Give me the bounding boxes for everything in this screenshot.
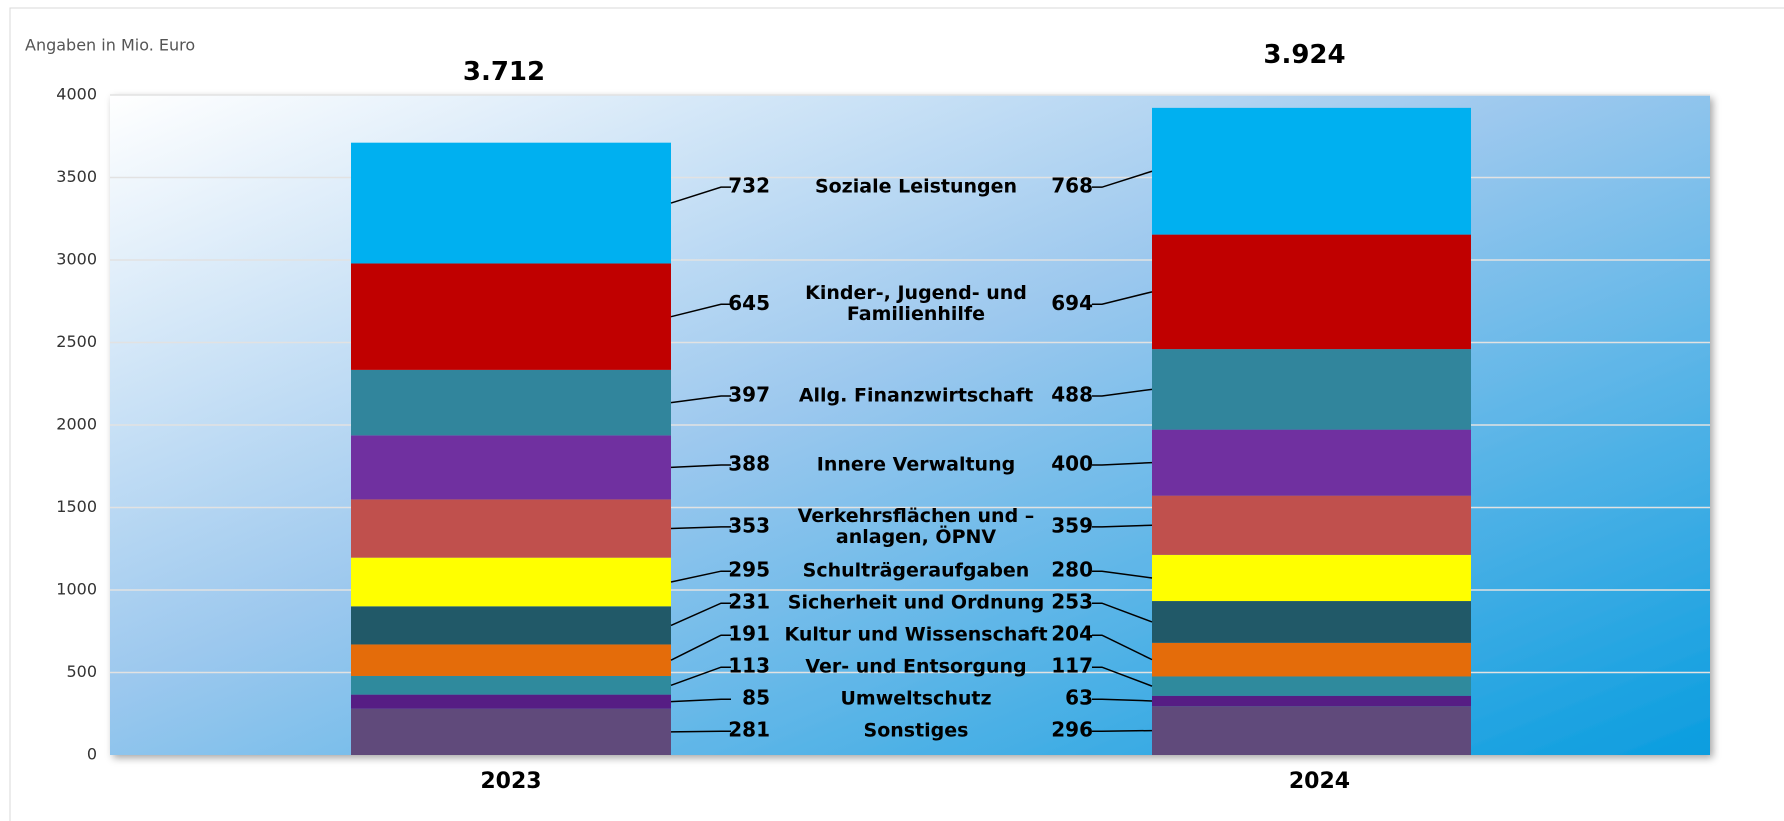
y-tick-label: 4000 [56, 85, 97, 104]
series-label: Sonstiges [863, 719, 969, 742]
bar-segment [351, 435, 671, 500]
bar-segment [1152, 554, 1471, 602]
bar-segment [351, 694, 671, 709]
bar-segment [351, 557, 671, 607]
bar-segment [1152, 642, 1471, 677]
bar-segment [351, 675, 671, 695]
bar-segment [1152, 495, 1471, 555]
bar-segment [351, 606, 671, 645]
y-tick-label: 3500 [56, 167, 97, 186]
leader-line [1092, 524, 1153, 528]
leader-line [1092, 698, 1153, 702]
value-label: 231 [728, 590, 770, 614]
value-label: 353 [728, 513, 770, 537]
bar-segment [1152, 234, 1471, 350]
series-label: Kultur und Wissenschaft [784, 623, 1048, 646]
value-label: 117 [1051, 654, 1093, 678]
bar-segment [1152, 706, 1471, 755]
value-label: 191 [728, 622, 770, 646]
leader-line [670, 303, 731, 318]
y-tick-label: 2500 [56, 332, 97, 351]
leader-line [670, 570, 731, 583]
value-label: 732 [728, 174, 770, 198]
value-label: 296 [1051, 718, 1093, 742]
leader-line [1092, 170, 1153, 188]
bar-segment [351, 369, 671, 436]
y-tick-label: 0 [87, 745, 97, 764]
value-label: 113 [728, 654, 770, 678]
leader-line [670, 602, 731, 627]
leader-line [670, 634, 731, 661]
leader-line [1092, 570, 1153, 579]
leader-line [1092, 602, 1153, 623]
leader-line [670, 395, 731, 404]
value-label: 359 [1051, 513, 1093, 537]
total-label: 3.712 [463, 57, 545, 87]
value-label: 280 [1051, 558, 1093, 582]
leader-line [670, 698, 731, 703]
value-label: 63 [1065, 686, 1093, 710]
value-label: 85 [742, 686, 770, 710]
leader-line [670, 526, 731, 530]
bar-segment [1152, 107, 1471, 235]
value-label: 397 [728, 383, 770, 407]
series-label: Soziale Leistungen [814, 175, 1018, 198]
value-label: 281 [728, 718, 770, 742]
value-label: 768 [1051, 174, 1093, 198]
y-tick-label: 1000 [56, 580, 97, 599]
series-label: Kinder-, Jugend- und Familienhilfe [805, 282, 1027, 326]
series-label: Ver- und Entsorgung [805, 655, 1027, 678]
series-label: Umweltschutz [840, 687, 992, 710]
series-label: Innere Verwaltung [816, 453, 1016, 476]
bar-segment [1152, 429, 1471, 496]
value-label: 694 [1051, 291, 1093, 315]
bar-segment [1152, 601, 1471, 643]
value-label: 295 [728, 558, 770, 582]
axis-title: Angaben in Mio. Euro [25, 36, 195, 55]
leader-line [670, 186, 731, 204]
y-tick-label: 3000 [56, 250, 97, 269]
y-tick-label: 1500 [56, 497, 97, 516]
leader-line [1092, 461, 1153, 466]
bar-segment [351, 142, 671, 264]
bar-segment [351, 708, 671, 755]
total-label: 3.924 [1263, 40, 1345, 70]
y-tick-label: 2000 [56, 415, 97, 434]
series-label: Sicherheit und Ordnung [787, 591, 1045, 614]
value-label: 645 [728, 291, 770, 315]
bar-segment [351, 644, 671, 676]
series-label: Allg. Finanzwirtschaft [798, 384, 1034, 407]
bar-segment [1152, 349, 1471, 430]
leader-line [1092, 388, 1153, 397]
frame [9, 7, 1784, 821]
value-label: 488 [1051, 383, 1093, 407]
x-tick-label: 2023 [480, 769, 541, 794]
leader-line [1092, 729, 1153, 732]
leader-line [1092, 666, 1153, 687]
bar-segment [351, 263, 671, 370]
bar-segment [351, 499, 671, 558]
y-tick-label: 500 [66, 662, 97, 681]
series-label: Verkehrsflächen und – anlagen, ÖPNV [797, 504, 1035, 548]
leader-line [1092, 634, 1153, 661]
value-label: 204 [1051, 622, 1093, 646]
leader-line [670, 464, 731, 469]
leader-line [670, 666, 731, 686]
bar-segment [1152, 695, 1471, 707]
value-label: 400 [1051, 452, 1093, 476]
x-tick-label: 2024 [1289, 769, 1350, 794]
value-label: 388 [728, 452, 770, 476]
leader-line [1092, 291, 1153, 306]
bar-segment [1152, 676, 1471, 696]
series-label: Schulträgeraufgaben [802, 559, 1030, 582]
value-label: 253 [1051, 590, 1093, 614]
leader-line [670, 730, 731, 733]
